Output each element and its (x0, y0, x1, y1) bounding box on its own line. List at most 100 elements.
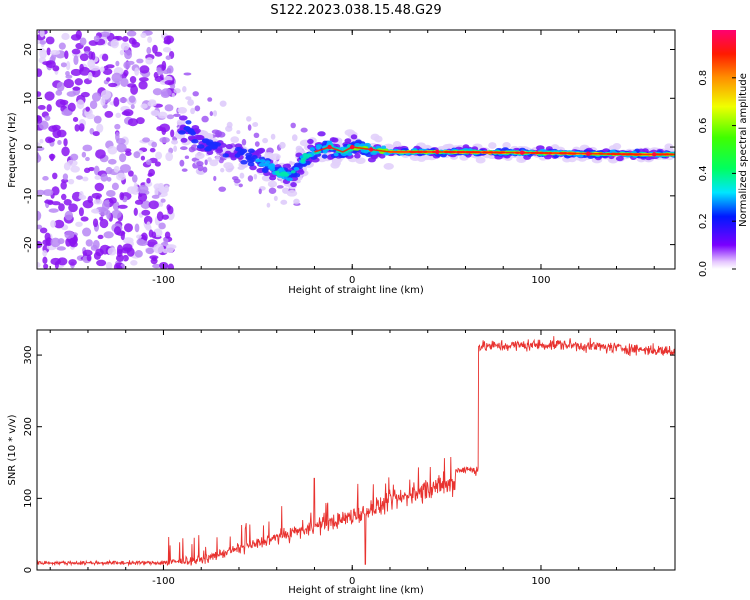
noise-blob (79, 63, 84, 72)
ridge-hotspot (652, 152, 657, 157)
noise-blob (72, 117, 79, 122)
ridge-blob (223, 162, 234, 169)
noise-blob (171, 92, 175, 98)
noise-blob (85, 113, 96, 120)
noise-blob (101, 53, 109, 62)
ridge-hotspot (585, 151, 591, 156)
noise-blob (239, 172, 245, 179)
spectrogram-ytick-label: 20 (23, 43, 34, 56)
noise-blob (151, 256, 157, 262)
noise-blob (55, 89, 63, 96)
noise-blob (62, 173, 69, 181)
ridge-blob (269, 164, 276, 169)
ridge-blob (251, 155, 258, 160)
noise-blob (128, 95, 136, 103)
noise-blob (53, 219, 65, 229)
noise-blob (226, 121, 233, 129)
noise-blob (156, 69, 164, 75)
spectrogram-ylabel: Frequency (Hz) (7, 112, 18, 188)
ridge-blob (205, 139, 214, 144)
noise-blob (92, 131, 100, 137)
noise-blob (151, 194, 160, 199)
noise-blob (116, 137, 126, 145)
noise-blob (124, 223, 133, 233)
noise-blob (79, 37, 87, 46)
noise-blob (39, 40, 47, 45)
noise-blob (106, 209, 111, 220)
noise-blob (167, 263, 175, 269)
ridge-blob (245, 155, 252, 161)
noise-blob (45, 60, 56, 69)
ridge-blob (259, 159, 266, 164)
ridge-blob (191, 139, 199, 144)
ridge-blob (176, 119, 186, 126)
noise-blob (64, 230, 75, 239)
noise-blob (95, 149, 106, 159)
noise-blob (96, 123, 104, 133)
noise-blob (47, 137, 56, 143)
noise-blob (67, 102, 76, 112)
ridge-blob (330, 161, 340, 169)
noise-blob (44, 115, 51, 121)
noise-blob (181, 168, 188, 172)
noise-blob (115, 60, 120, 67)
noise-blob (119, 192, 125, 201)
colorbar-label: Normalized spectral amplitude (738, 73, 749, 227)
noise-blob (58, 42, 66, 50)
ridge-core (314, 146, 675, 156)
noise-blob (150, 109, 160, 117)
ridge-blob (383, 163, 394, 170)
noise-blob (49, 153, 55, 162)
noise-blob (102, 68, 113, 75)
noise-blob (106, 190, 116, 197)
noise-blob (184, 155, 190, 160)
noise-blob (145, 57, 154, 65)
noise-blob (163, 69, 170, 75)
noise-blob (55, 98, 66, 108)
noise-blob (196, 161, 204, 167)
noise-blob (93, 115, 102, 124)
noise-blob (183, 72, 192, 76)
noise-blob (122, 243, 133, 252)
spectrogram-ytick-label: 10 (23, 92, 34, 105)
noise-blob (44, 199, 54, 204)
noise-blob (42, 189, 54, 196)
noise-blob (136, 58, 144, 64)
noise-blob (61, 146, 70, 157)
noise-blob (162, 47, 172, 53)
noise-blob (146, 177, 151, 184)
ridge-blob (488, 142, 497, 149)
ridge-blob (247, 148, 255, 154)
noise-blob (107, 145, 118, 155)
noise-blob (99, 218, 109, 229)
noise-blob (105, 261, 113, 269)
ridge-blob (196, 135, 205, 141)
noise-blob (157, 111, 168, 119)
snr-ytick-label: 100 (23, 489, 34, 508)
noise-blob (92, 218, 99, 228)
noise-blob (42, 256, 48, 264)
noise-blob (100, 89, 111, 100)
noise-blob (155, 151, 163, 160)
noise-blob (161, 88, 172, 97)
noise-blob (136, 117, 145, 125)
noise-blob (99, 31, 111, 38)
noise-blob (85, 239, 93, 247)
noise-blob (50, 257, 61, 266)
noise-blob (106, 176, 112, 182)
noise-blob (61, 193, 67, 201)
noise-blob (75, 175, 83, 180)
snr-frame (36, 329, 676, 571)
noise-blob (254, 141, 260, 147)
noise-blob (37, 142, 41, 147)
colorbar-tick-label: 0.6 (698, 118, 709, 134)
ridge-blob (346, 152, 353, 156)
noise-blob (268, 187, 277, 194)
noise-blob (61, 109, 73, 116)
noise-blob (113, 97, 120, 107)
spectrogram-xtick-label: 0 (349, 275, 355, 286)
noise-blob (241, 138, 247, 146)
ridge-blob (317, 131, 326, 137)
noise-blob (39, 227, 48, 234)
